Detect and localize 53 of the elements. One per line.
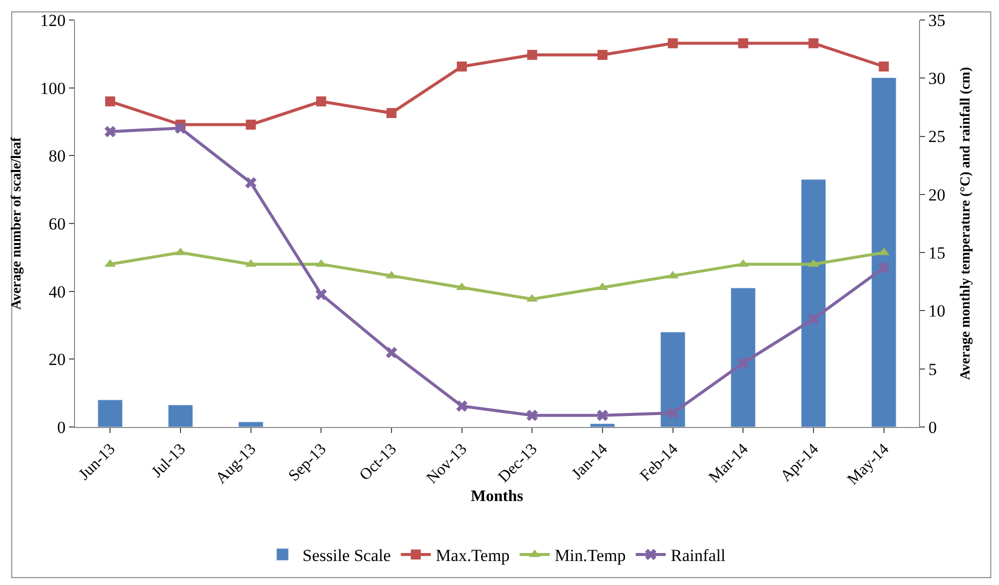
y2-tick-label: 15 — [928, 244, 946, 263]
y2-tick-label: 0 — [928, 418, 937, 437]
y-tick-label: 100 — [40, 78, 66, 98]
y-tick-label: 120 — [40, 10, 66, 30]
point — [668, 38, 678, 48]
point — [246, 120, 256, 130]
point — [738, 38, 748, 48]
y-tick-label: 40 — [48, 282, 66, 302]
point — [105, 96, 116, 106]
point — [316, 288, 327, 300]
bar — [730, 288, 756, 427]
y-axis-title: Average number of scale/leaf — [10, 136, 25, 310]
point — [808, 313, 820, 325]
point — [526, 410, 538, 422]
legend-label: Min.Temp — [554, 546, 626, 566]
point — [598, 50, 608, 60]
bar — [871, 77, 896, 427]
y-tick-label: 60 — [48, 214, 66, 234]
bar — [590, 423, 616, 427]
point — [667, 407, 678, 419]
y-tick-label: 0 — [57, 418, 66, 437]
point — [808, 38, 818, 48]
bar — [238, 422, 264, 427]
legend-label: Max.Temp — [436, 546, 510, 566]
point — [104, 126, 116, 138]
bar — [800, 179, 826, 427]
bar — [98, 400, 123, 427]
y2-tick-label: 25 — [928, 127, 946, 146]
point — [316, 96, 326, 106]
y2-tick-label: 20 — [928, 185, 946, 204]
y2-tick-label: 10 — [928, 302, 946, 321]
point — [878, 62, 889, 72]
y-tick-label: 20 — [48, 350, 66, 370]
y2-tick-label: 35 — [928, 10, 946, 30]
legend-label: Rainfall — [670, 546, 726, 566]
point — [878, 262, 890, 274]
point — [527, 50, 538, 60]
legend-label: Sessile Scale — [302, 546, 391, 566]
point — [174, 122, 186, 134]
x-axis-title: Months — [470, 488, 524, 506]
point — [456, 400, 468, 412]
y2-tick-label: 5 — [928, 360, 937, 379]
point — [738, 357, 749, 369]
point — [386, 108, 396, 118]
bar — [168, 404, 194, 427]
point — [596, 410, 608, 422]
point — [245, 177, 256, 188]
y-tick-label: 80 — [48, 146, 66, 166]
point — [386, 346, 398, 358]
point — [456, 62, 467, 72]
y2-axis-title: Average monthly temperature (°C) and rainfall (cm) — [958, 66, 974, 380]
y2-tick-label: 30 — [928, 69, 946, 88]
bar — [660, 332, 686, 427]
